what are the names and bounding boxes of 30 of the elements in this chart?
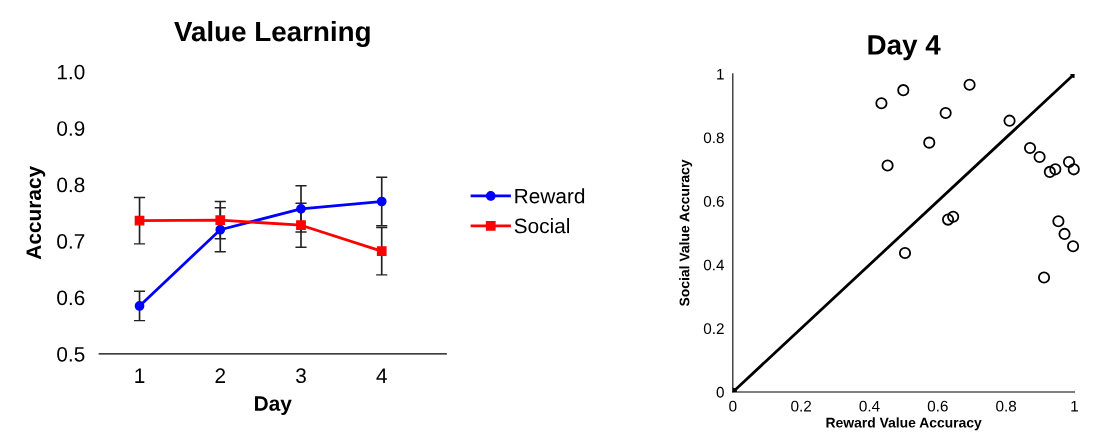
y-tick-label: 1 bbox=[717, 68, 724, 80]
x-tick-label: 0.8 bbox=[996, 400, 1017, 412]
y-tick-label: 0.6 bbox=[57, 290, 85, 306]
y-tick-label: 0 bbox=[716, 386, 724, 398]
x-tick-label: 3 bbox=[296, 368, 306, 384]
x-tick-label: 4 bbox=[376, 368, 387, 383]
x-tick-label: 0.4 bbox=[859, 400, 880, 412]
y-tick-label: 0.4 bbox=[703, 259, 725, 271]
y-tick-label: 0.2 bbox=[703, 323, 724, 335]
x-tick-label: 2 bbox=[215, 368, 226, 383]
legend-label: Reward bbox=[515, 188, 585, 204]
x-axis-title: Day bbox=[255, 396, 292, 415]
legend-label: Social bbox=[514, 218, 570, 234]
x-tick-label: 0.6 bbox=[927, 400, 948, 412]
y-tick-label: 0.8 bbox=[703, 132, 724, 144]
x-axis-title: Reward Value Accuracy bbox=[826, 417, 982, 431]
chart-title: Day 4 bbox=[868, 35, 941, 61]
y-tick-label: 1.0 bbox=[57, 64, 85, 80]
y-tick-label: 0.7 bbox=[57, 234, 85, 249]
chart-title: Value Learning bbox=[174, 20, 370, 48]
y-tick-label: 0.8 bbox=[57, 177, 85, 193]
x-tick-label: 1 bbox=[1071, 400, 1078, 412]
y-axis-title: Accuracy bbox=[26, 166, 46, 260]
y-tick-label: 0.6 bbox=[703, 196, 724, 207]
y-axis-title: Social Value Accuracy bbox=[679, 159, 693, 307]
x-tick-label: 0.2 bbox=[791, 400, 812, 412]
y-tick-label: 0.5 bbox=[57, 346, 85, 362]
y-tick-label: 0.9 bbox=[57, 121, 85, 136]
x-tick-label: 1 bbox=[135, 368, 145, 383]
x-tick-label: 0 bbox=[729, 400, 737, 412]
